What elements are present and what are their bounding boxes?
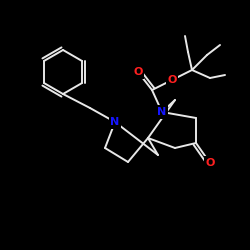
Text: O: O xyxy=(133,67,143,77)
Text: O: O xyxy=(167,75,177,85)
Text: N: N xyxy=(158,107,166,117)
Text: N: N xyxy=(110,117,120,127)
Text: O: O xyxy=(205,158,215,168)
